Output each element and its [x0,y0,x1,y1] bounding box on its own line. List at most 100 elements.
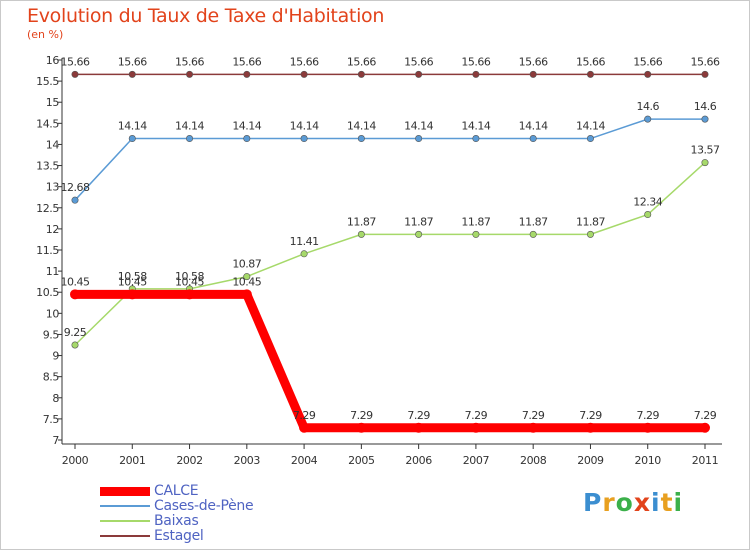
data-point [300,135,308,143]
y-tick-label: 15 [46,96,60,109]
data-label: 11.87 [404,215,433,228]
data-label: 15.66 [404,55,433,68]
x-tick-label: 2005 [348,454,375,467]
x-tick-label: 2000 [62,454,89,467]
data-point [186,135,194,143]
x-tick-label: 2007 [463,454,490,467]
logo-letter: x [633,488,651,517]
data-label: 15.66 [519,55,548,68]
data-label: 9.25 [64,326,87,339]
data-point [415,70,423,78]
data-label: 13.57 [691,144,720,157]
series-line-0 [70,289,710,433]
data-label: 14.14 [290,120,319,133]
x-tick-label: 2009 [577,454,604,467]
data-label: 14.14 [118,120,147,133]
data-label: 10.45 [118,275,147,288]
y-tick-label: 8.5 [43,371,60,384]
x-tick-label: 2001 [119,454,145,467]
data-label: 14.14 [576,120,605,133]
x-tick-label: 2006 [405,454,432,467]
proxiti-logo: Proxiti [583,488,683,517]
y-tick-label: 11.5 [36,244,59,257]
x-tick-label: 2002 [176,454,202,467]
data-label: 7.29 [293,409,316,422]
data-point [243,135,251,143]
legend-swatch-calce [100,487,150,496]
data-label: 10.45 [175,275,204,288]
data-label: 15.66 [691,55,720,68]
data-label: 15.66 [118,55,147,68]
data-point [701,70,709,78]
x-tick-label: 2010 [635,454,662,467]
data-point [415,135,423,143]
x-tick-label: 2008 [520,454,547,467]
data-point [644,115,652,123]
data-point [529,230,537,238]
data-label: 14.6 [636,100,659,113]
x-tick-label: 2003 [234,454,261,467]
data-point [357,135,365,143]
data-label: 7.29 [350,409,373,422]
data-label: 7.29 [407,409,430,422]
data-point [644,211,652,219]
data-point [586,230,594,238]
x-tick-label: 2011 [692,454,718,467]
data-point [585,422,596,433]
y-tick-label: 13.5 [36,160,59,173]
data-label: 11.87 [519,215,548,228]
data-point [186,70,194,78]
data-point [701,159,709,167]
chart-unit: (en %) [27,28,64,41]
y-tick-label: 15.5 [36,75,59,88]
data-point [415,230,423,238]
data-point [300,70,308,78]
data-label: 7.29 [465,409,488,422]
legend-label-baixas: Baixas [154,513,199,529]
data-point [243,70,251,78]
data-label: 15.66 [633,55,662,68]
data-label: 14.14 [232,120,261,133]
x-tick-label: 2004 [291,454,318,467]
data-label: 14.14 [461,120,490,133]
data-label: 10.87 [232,258,261,271]
data-point [470,422,481,433]
legend-label-cases-de-pene: Cases-de-Pène [154,498,254,514]
data-point [71,70,79,78]
y-tick-label: 12.5 [36,202,59,215]
y-tick-label: 16 [46,54,60,67]
data-label: 7.29 [522,409,545,422]
data-label: 12.68 [61,181,90,194]
data-point [472,230,480,238]
data-point [642,422,653,433]
legend-label-estagel: Estagel [154,528,204,544]
data-label: 15.66 [461,55,490,68]
data-point [184,289,195,300]
data-point [127,289,138,300]
data-point [586,135,594,143]
data-point [70,289,80,300]
y-tick-label: 7 [52,434,59,447]
y-tick-label: 13 [46,181,60,194]
data-label: 12.34 [633,196,662,209]
data-point [472,135,480,143]
data-label: 14.14 [347,120,376,133]
data-point [413,422,424,433]
data-point [241,289,252,300]
data-point [529,135,537,143]
data-label: 14.14 [175,120,204,133]
data-label: 7.29 [636,409,659,422]
data-label: 15.66 [347,55,376,68]
data-point [128,70,136,78]
data-point [586,70,594,78]
data-point [357,70,365,78]
data-point [299,422,310,433]
data-label: 11.87 [461,215,490,228]
data-label: 10.58 [175,270,204,283]
logo-letter: t [660,488,674,517]
y-tick-label: 10.5 [36,286,59,299]
y-tick-label: 12 [46,223,59,236]
data-label: 14.14 [404,120,433,133]
